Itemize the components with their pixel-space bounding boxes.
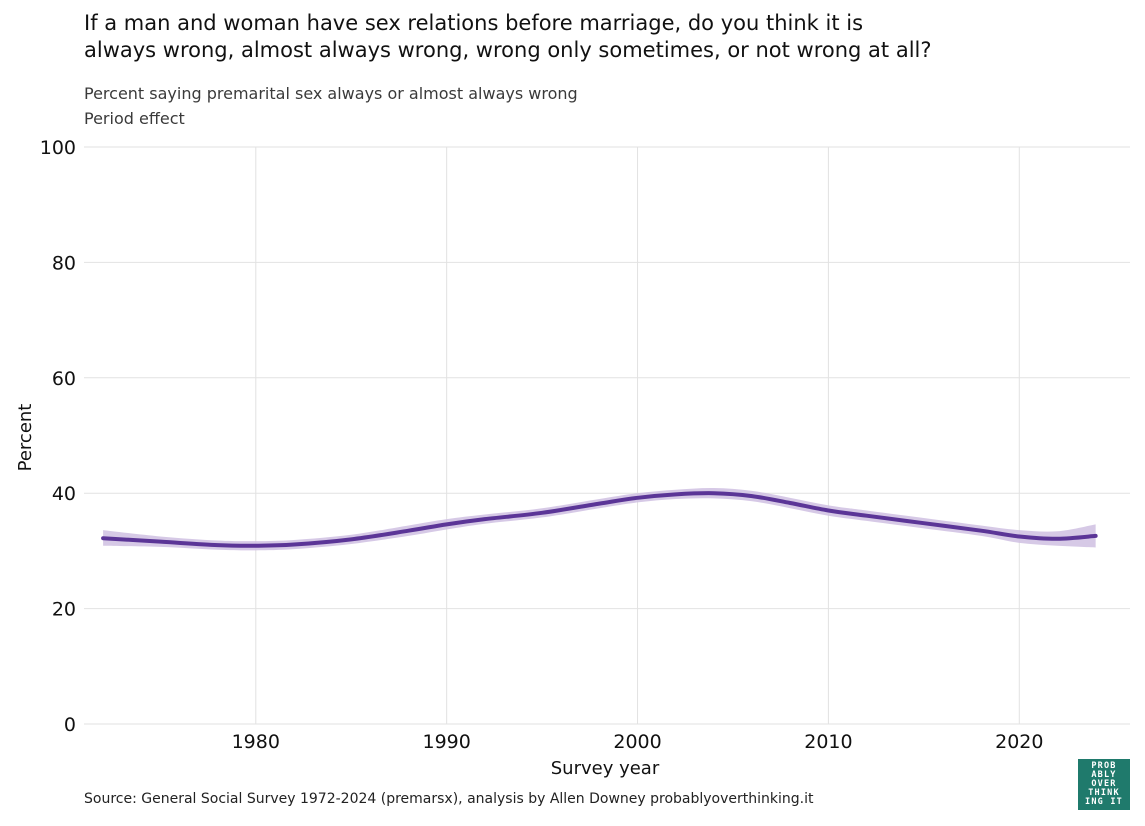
y-tick-labels: 0 20 40 60 80 100 [40,137,76,736]
confidence-band-group [103,487,1096,551]
logo-line: ABLY [1091,770,1117,780]
logo-line: THINK [1088,788,1120,798]
x-axis-label: Survey year [551,758,660,779]
probably-overthinking-it-logo: PROB ABLY OVER THINK ING IT [1078,759,1130,810]
grid-lines [84,146,1130,725]
confidence-band [103,487,1096,551]
chart-title: If a man and woman have sex relations be… [84,10,932,64]
series-lines [101,491,1098,548]
source-note: Source: General Social Survey 1972-2024 … [84,791,814,807]
y-tick-label: 40 [52,483,76,505]
chart-subtitle: Percent saying premarital sex always or … [84,81,578,131]
chart-title-line-2: always wrong, almost always wrong, wrong… [84,38,932,62]
chart-subtitle-line-2: Period effect [84,109,185,128]
y-tick-label: 60 [52,368,76,390]
y-tick-label: 20 [52,599,76,621]
x-tick-label: 1990 [422,731,470,753]
y-tick-label: 100 [40,137,76,159]
x-tick-label: 2000 [613,731,661,753]
y-tick-label: 0 [64,714,76,736]
x-tick-label: 1980 [232,731,280,753]
logo-line: OVER [1091,779,1117,789]
y-tick-label: 80 [52,252,76,274]
y-axis-label: Percent [15,404,36,472]
logo-line: PROB [1091,761,1117,771]
x-tick-label: 2020 [995,731,1043,753]
x-tick-label: 2010 [804,731,852,753]
logo-line: ING IT [1085,797,1123,807]
series-line [101,491,1098,548]
x-tick-labels: 1980 1990 2000 2010 2020 [232,731,1044,753]
chart-subtitle-line-1: Percent saying premarital sex always or … [84,84,578,103]
chart-title-line-1: If a man and woman have sex relations be… [84,11,864,35]
